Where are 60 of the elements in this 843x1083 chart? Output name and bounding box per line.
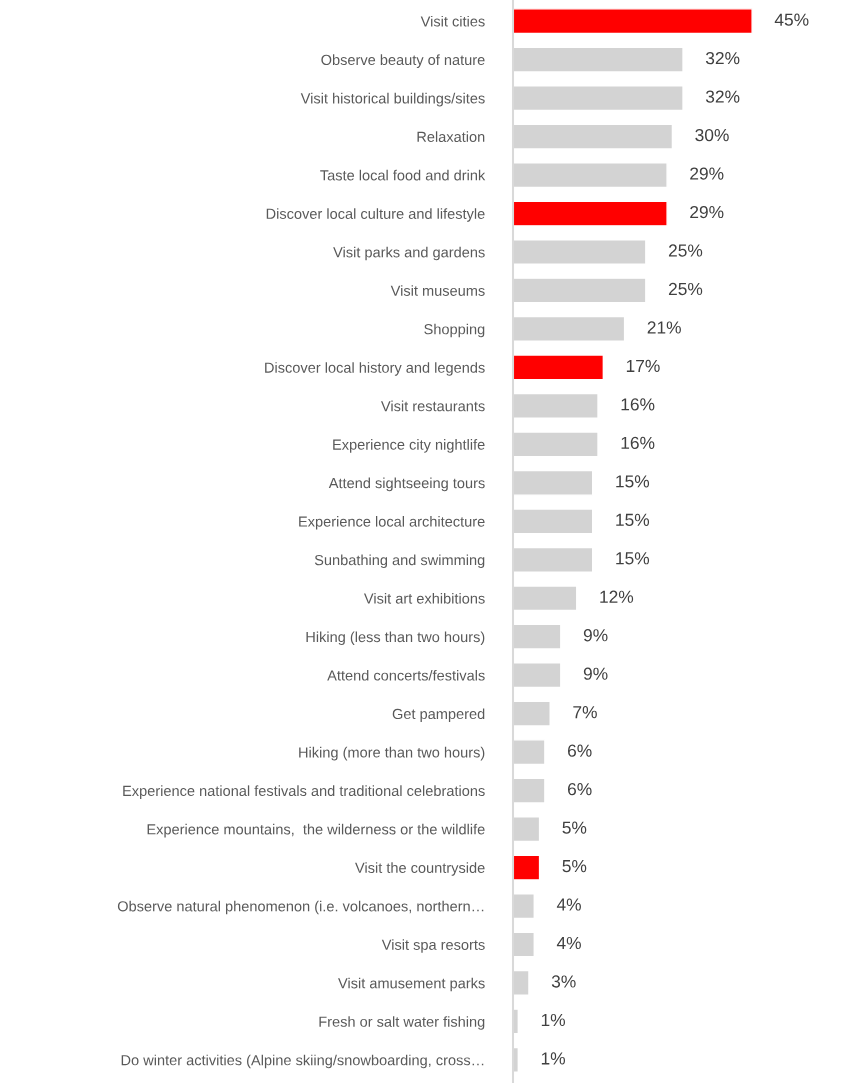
y-tick-label: Visit amusement parks: [338, 977, 485, 992]
bar: [513, 354, 605, 381]
y-tick-label: Discover local culture and lifestyle: [266, 208, 485, 222]
data-label: 6%: [567, 782, 592, 796]
bar: [513, 8, 753, 35]
y-tick-label: Attend concerts/festivals: [327, 669, 485, 681]
data-label: 9%: [583, 667, 608, 680]
data-label: 5%: [562, 821, 587, 834]
y-tick-label: Visit art exhibitions: [363, 592, 485, 604]
y-tick-label: Experience city nightlife: [333, 439, 485, 453]
y-tick-label: Visit cities: [420, 15, 485, 27]
y-tick-label: Taste local food and drink: [320, 169, 486, 181]
y-tick-label: Visit museums: [390, 285, 485, 296]
data-label: 16%: [621, 398, 655, 411]
data-label: 16%: [621, 436, 655, 450]
data-label: 32%: [705, 90, 740, 103]
y-tick-label: Experience national festivals and traditional celebrations: [123, 785, 485, 799]
y-tick-label: Hiking (less than two hours): [306, 631, 485, 646]
y-tick-label: Do winter activities (Alpine skiing/snowboarding, cross…: [121, 1054, 484, 1069]
data-label: 15%: [616, 513, 650, 526]
data-label: 1%: [541, 1052, 566, 1065]
data-label: 21%: [647, 321, 681, 334]
y-tick-label: Fresh or salt water fishing: [319, 1016, 485, 1030]
y-tick-label: Visit spa resorts: [381, 939, 485, 953]
y-tick-label: Hiking (more than two hours): [299, 746, 485, 761]
data-label: 25%: [668, 282, 703, 296]
y-tick-label: Relaxation: [417, 131, 485, 143]
y-tick-label: Observe beauty of nature: [321, 54, 485, 68]
data-label: 15%: [616, 552, 650, 565]
data-label: 45%: [774, 13, 809, 26]
data-label: 29%: [690, 205, 724, 219]
data-label: 6%: [567, 744, 592, 757]
data-label: 32%: [705, 52, 740, 65]
y-tick-label: Observe natural phenomenon (i.e. volcanoes, northern…: [117, 900, 484, 915]
data-label: 15%: [616, 475, 650, 488]
y-tick-label: Attend sightseeing tours: [328, 477, 485, 492]
y-tick-label: Visit historical buildings/sites: [300, 92, 485, 107]
y-tick-label: Visit parks and gardens: [333, 246, 485, 261]
data-label: 30%: [695, 128, 729, 142]
data-label: 17%: [626, 359, 660, 372]
data-label: 4%: [556, 936, 581, 950]
data-label: 3%: [551, 975, 576, 988]
data-label: 29%: [690, 167, 724, 180]
data-label: 5%: [562, 860, 587, 873]
y-tick-label: Shopping: [424, 323, 485, 338]
data-label: 25%: [668, 244, 703, 257]
y-tick-label: Sunbathing and swimming: [314, 554, 485, 569]
bar: [513, 854, 541, 881]
data-label: 1%: [541, 1013, 566, 1027]
data-label: 4%: [556, 898, 581, 911]
y-tick-label: Visit the countryside: [355, 862, 485, 876]
y-tick-label: Visit restaurants: [380, 400, 485, 412]
data-label: 12%: [600, 590, 634, 603]
y-tick-label: Experience mountains, the wilderness or the wildlife: [147, 823, 485, 838]
y-tick-label: Discover local history and legends: [265, 362, 485, 376]
data-label: 7%: [573, 706, 597, 719]
data-label: 9%: [583, 629, 608, 642]
y-tick-label: Experience local architecture: [299, 516, 485, 530]
y-tick-label: Get pampered: [392, 708, 485, 722]
bar: [513, 200, 668, 227]
